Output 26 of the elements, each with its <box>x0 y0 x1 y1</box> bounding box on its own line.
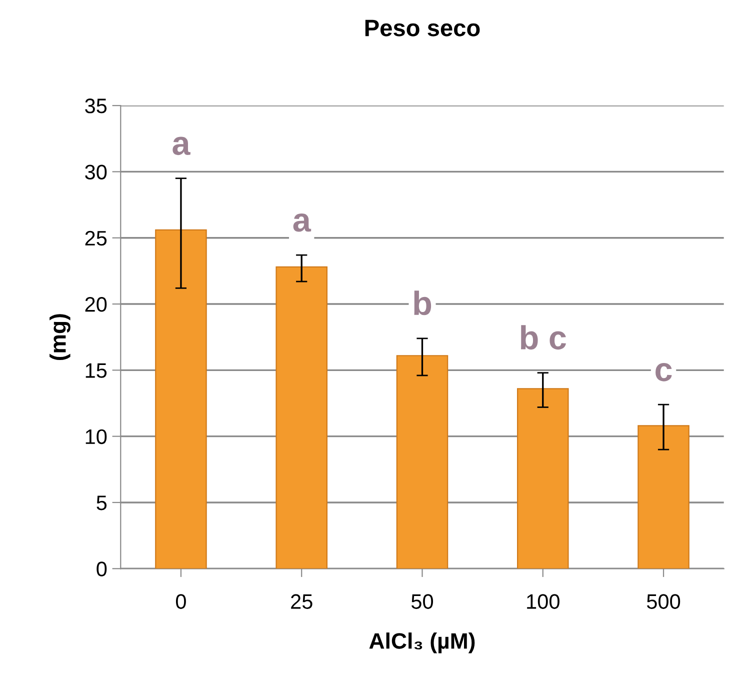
bar <box>396 355 448 569</box>
y-tick-label: 30 <box>85 164 107 180</box>
annotation: b c <box>521 325 566 350</box>
bar <box>516 388 569 569</box>
x-tick-label: 100 <box>527 594 560 609</box>
x-tick-label: 500 <box>646 594 680 609</box>
y-axis-title: (mg) <box>50 314 70 360</box>
y-tick-label: 5 <box>96 496 107 510</box>
chart-title: Peso seco <box>365 20 480 36</box>
annotation: b <box>414 290 432 316</box>
x-axis-title: AlCl₃ (µM) <box>369 632 475 654</box>
y-tick-label: 20 <box>85 297 107 312</box>
y-tick-label: 25 <box>85 230 107 246</box>
x-tick-label: 0 <box>176 594 186 609</box>
bar <box>276 266 328 569</box>
x-tick-label: 50 <box>411 594 434 609</box>
y-tick-label: 15 <box>86 363 107 378</box>
y-tick-label: 35 <box>85 98 107 114</box>
annotation: a <box>172 136 190 156</box>
bar <box>155 229 207 569</box>
annotation: c <box>656 363 672 382</box>
x-tick-label: 25 <box>291 594 312 609</box>
y-tick-label: 10 <box>86 429 107 444</box>
y-tick-label: 0 <box>96 562 107 576</box>
annotation: a <box>293 214 312 232</box>
bar <box>638 425 690 569</box>
